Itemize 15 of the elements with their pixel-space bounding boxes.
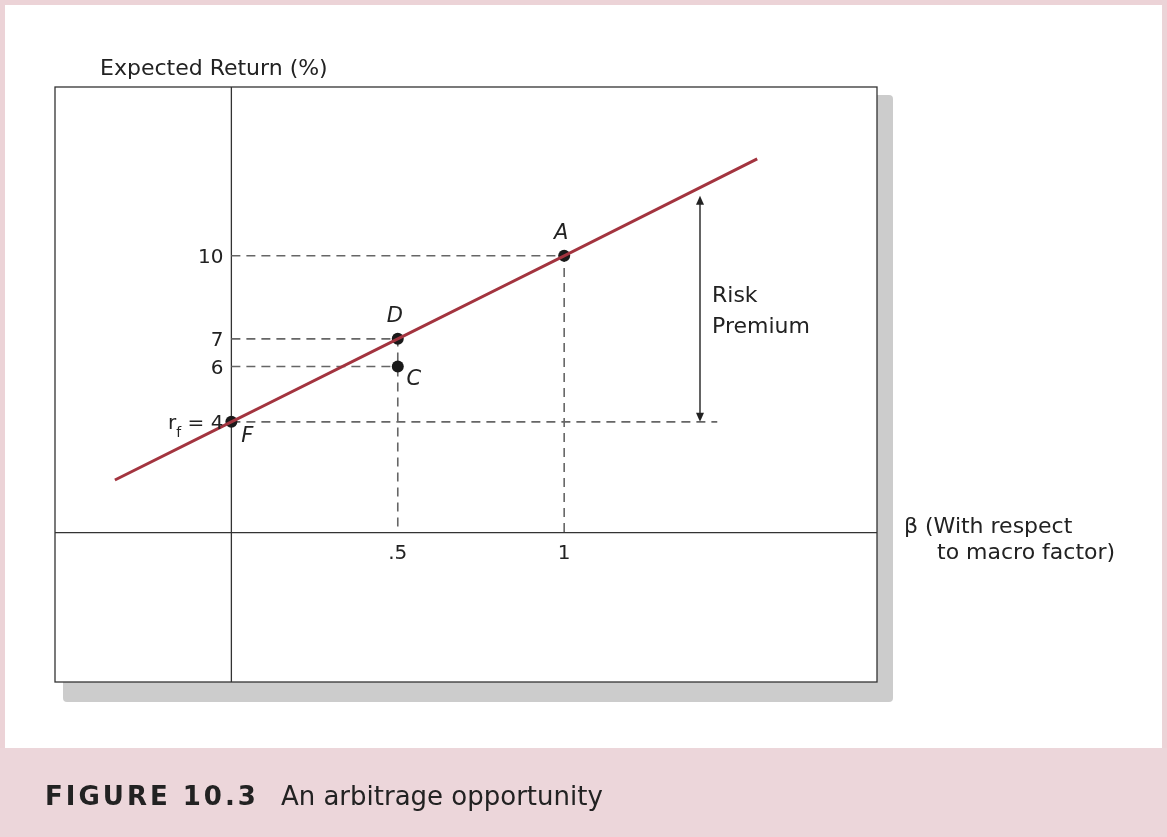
y-tick-label: 10 (197, 243, 224, 268)
y-axis-title: Expected Return (%) (100, 55, 328, 80)
annotation: F (241, 422, 255, 447)
y-tick-label: 6 (210, 354, 224, 379)
annotation: D (386, 302, 403, 327)
annotation: A (551, 219, 569, 244)
text: FIGURE 10.3 (45, 781, 259, 811)
text: An arbitrage opportunity (280, 781, 603, 811)
x-tick-label: .5 (388, 539, 408, 564)
annotation: Risk Premium (712, 282, 810, 338)
y-tick-label: 7 (210, 326, 224, 351)
annotation: C (406, 365, 422, 390)
x-axis-title: β (With respect to macro factor) (904, 512, 1116, 564)
x-tick-label: 1 (557, 539, 571, 564)
y-tick-label: r$_{f}$ = 4 (168, 409, 224, 440)
